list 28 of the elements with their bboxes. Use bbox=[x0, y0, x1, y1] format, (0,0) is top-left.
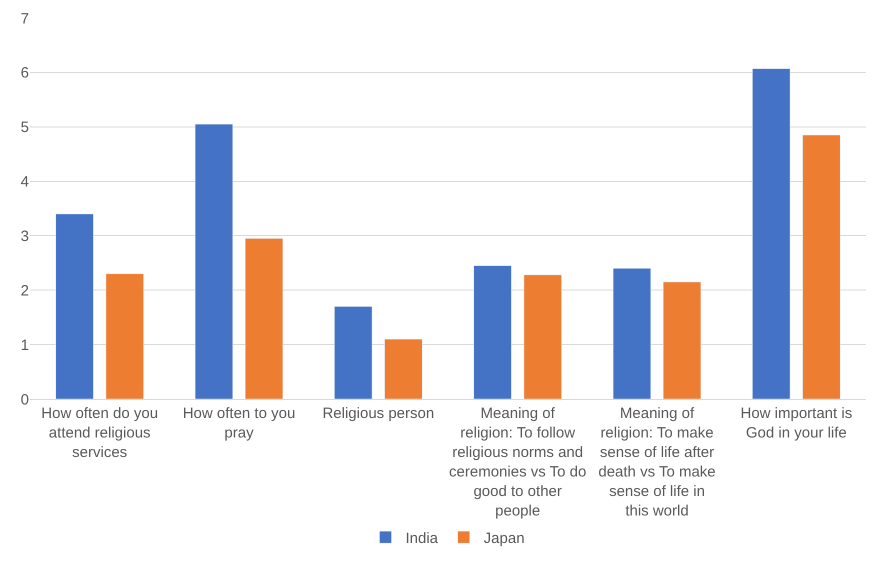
y-tick-label: 5 bbox=[20, 119, 29, 136]
bar bbox=[612, 268, 651, 399]
bar bbox=[334, 306, 372, 399]
x-tick-label: Meaning of religion: To follow religious norms and ceremonies vs To do good to other people bbox=[449, 405, 586, 520]
bar bbox=[752, 68, 790, 399]
bar bbox=[106, 274, 144, 399]
x-tick-label: Meaning of religion: To make sense of life after death vs To make sense of life in this world bbox=[598, 405, 716, 520]
x-tick-label: Religious person bbox=[322, 405, 434, 422]
x-tick-label: How often do you attend religious services bbox=[41, 405, 158, 461]
x-tick-label: How often to you pray bbox=[182, 405, 296, 442]
bar bbox=[474, 265, 512, 399]
bar bbox=[802, 134, 840, 399]
bar bbox=[663, 282, 702, 399]
y-tick-label: 4 bbox=[20, 174, 29, 191]
y-tick-label: 0 bbox=[20, 391, 29, 408]
legend-label: Japan bbox=[484, 530, 525, 548]
y-tick-label: 3 bbox=[20, 228, 29, 245]
legend-label: India bbox=[406, 530, 439, 548]
y-tick-label: 1 bbox=[20, 336, 29, 354]
x-tick-label: How important is God in your life bbox=[740, 405, 852, 442]
bar bbox=[56, 214, 94, 399]
bar bbox=[384, 338, 422, 399]
bar bbox=[524, 274, 562, 399]
y-tick-label: 7 bbox=[20, 10, 29, 28]
y-tick-label: 6 bbox=[20, 64, 29, 82]
y-tick-label: 2 bbox=[20, 282, 29, 300]
bar bbox=[245, 238, 284, 399]
bar bbox=[194, 124, 233, 399]
